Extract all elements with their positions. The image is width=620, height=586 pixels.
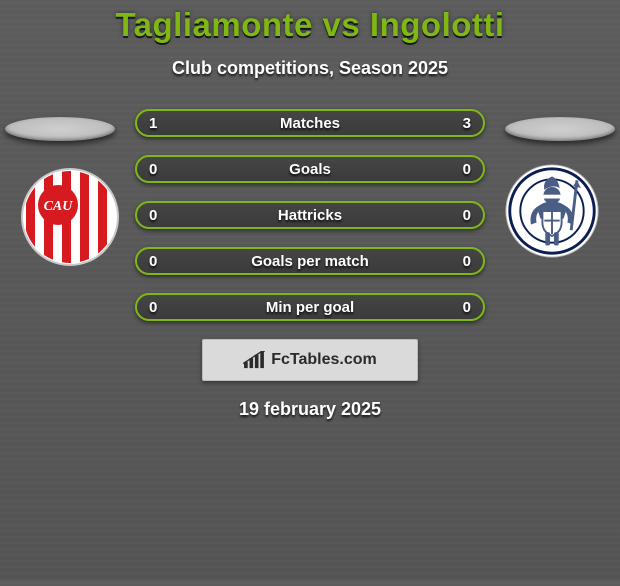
club-left-letters: CAU (44, 199, 74, 214)
club-left-badge: CAU (20, 167, 120, 267)
stat-right-value: 0 (451, 203, 483, 227)
watermark-text: FcTables.com (271, 351, 377, 369)
comparison-stage: CAU (0, 109, 620, 420)
player-right-oval (505, 117, 615, 141)
stat-right-value: 0 (451, 157, 483, 181)
subtitle: Club competitions, Season 2025 (0, 58, 620, 79)
player-left-name: Tagliamonte (115, 6, 312, 43)
stat-label: Hattricks (137, 203, 483, 227)
stat-row-matches: 1 Matches 3 (135, 109, 485, 137)
player-right-name: Ingolotti (370, 6, 505, 43)
stat-right-value: 3 (451, 111, 483, 135)
stat-label: Min per goal (137, 295, 483, 319)
bar-chart-icon (243, 351, 265, 369)
stat-row-hattricks: 0 Hattricks 0 (135, 201, 485, 229)
stats-rows: 1 Matches 3 0 Goals 0 0 Hattricks 0 0 Go… (135, 109, 485, 321)
club-left-badge-icon: CAU (20, 167, 120, 267)
vs-word: vs (323, 6, 361, 43)
page-title: Tagliamonte vs Ingolotti (0, 6, 620, 44)
club-right-badge (504, 163, 600, 259)
stat-right-value: 0 (451, 295, 483, 319)
watermark: FcTables.com (202, 339, 418, 381)
club-right-badge-icon (504, 163, 600, 259)
stat-right-value: 0 (451, 249, 483, 273)
stat-label: Goals (137, 157, 483, 181)
stat-row-min-per-goal: 0 Min per goal 0 (135, 293, 485, 321)
player-left-oval (5, 117, 115, 141)
footer-date: 19 february 2025 (0, 399, 620, 420)
stat-row-goals-per-match: 0 Goals per match 0 (135, 247, 485, 275)
stat-label: Goals per match (137, 249, 483, 273)
stat-row-goals: 0 Goals 0 (135, 155, 485, 183)
stat-label: Matches (137, 111, 483, 135)
